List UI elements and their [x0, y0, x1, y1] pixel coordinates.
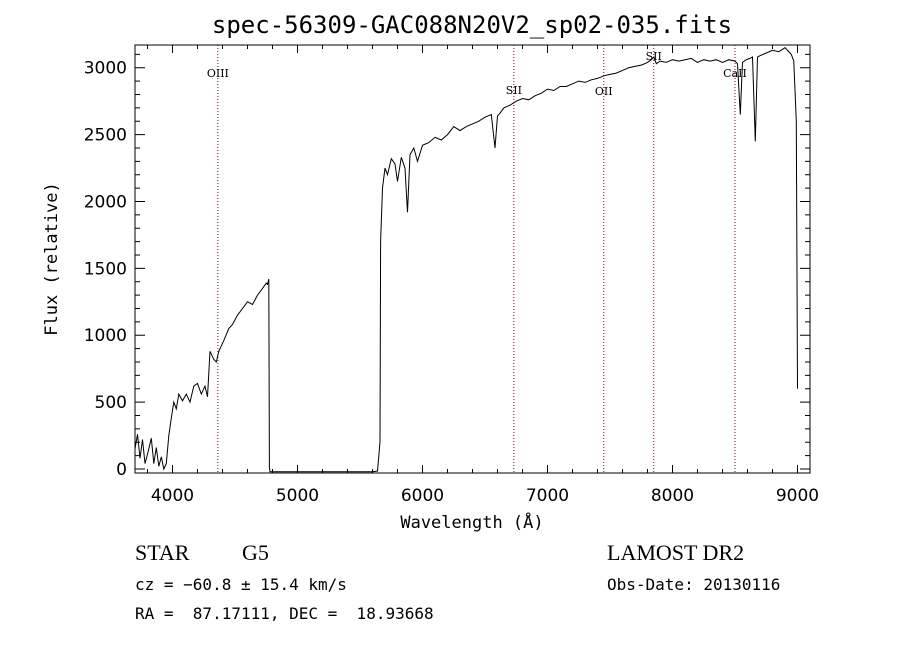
y-tick-label: 3000 — [84, 59, 127, 79]
x-tick-label: 5000 — [276, 486, 319, 506]
observation-date: Obs-Date: 20130116 — [607, 575, 781, 594]
y-tick-label: 1000 — [84, 326, 127, 346]
x-tick-label: 4000 — [151, 486, 194, 506]
spectral-line-label: CaII — [723, 67, 747, 80]
y-axis-ticks: 0 500 1000 1500 2000 2500 3000 — [84, 53, 810, 480]
x-tick-label: 7000 — [526, 486, 569, 506]
x-axis-label: Wavelength (Å) — [400, 511, 543, 533]
y-tick-label: 1500 — [84, 259, 127, 279]
plot-frame — [134, 44, 811, 474]
x-tick-label: 6000 — [401, 486, 444, 506]
survey-name: LAMOST DR2 — [607, 540, 745, 565]
y-axis-label: Flux (relative) — [42, 182, 62, 336]
object-class: STAR — [135, 540, 190, 565]
object-subclass: G5 — [242, 540, 269, 565]
y-tick-label: 500 — [95, 393, 127, 413]
y-tick-label: 2500 — [84, 126, 127, 146]
chart-title: spec-56309-GAC088N20V2_sp02-035.fits — [212, 11, 732, 39]
flux-series-line — [134, 47, 798, 473]
x-tick-label: 9000 — [776, 486, 819, 506]
spectral-line-label: SII — [506, 84, 522, 97]
x-axis-ticks: 4000 5000 6000 7000 8000 9000 — [147, 45, 819, 506]
ra-dec-coordinates: RA = 87.17111, DEC = 18.93668 — [135, 604, 434, 623]
spectral-line-label: OII — [595, 85, 613, 98]
x-tick-label: 8000 — [651, 486, 694, 506]
spectral-line-label: OIII — [207, 67, 229, 80]
y-tick-label: 0 — [116, 460, 127, 480]
redshift-cz: cz = −60.8 ± 15.4 km/s — [135, 575, 347, 594]
y-tick-label: 2000 — [84, 192, 127, 212]
